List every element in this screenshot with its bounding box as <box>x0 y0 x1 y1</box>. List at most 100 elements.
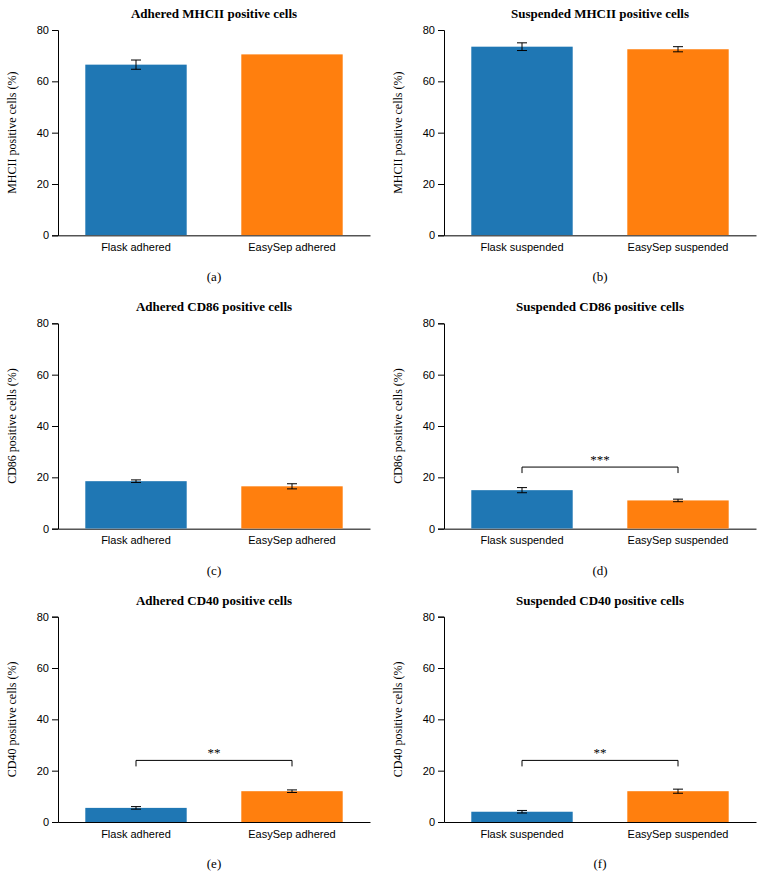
bar <box>85 65 186 236</box>
bar <box>241 54 342 235</box>
chart-title: Suspended CD86 positive cells <box>516 299 684 314</box>
panel: 020406080Flask adheredEasySep adheredAdh… <box>5 299 371 577</box>
chart-title: Adhered CD86 positive cells <box>136 299 292 314</box>
panel-label: (f) <box>594 856 607 871</box>
background <box>0 0 772 880</box>
y-axis-title: CD86 positive cells (%) <box>5 368 19 484</box>
error-bar <box>131 60 141 69</box>
x-tick-label: Flask suspended <box>480 534 563 546</box>
plot-area <box>85 760 342 822</box>
error-bar <box>131 807 141 810</box>
x-tick-label: Flask adhered <box>101 534 171 546</box>
panel: 020406080Flask adheredEasySep adhered**A… <box>5 593 371 871</box>
error-cap <box>673 501 683 502</box>
error-cap <box>287 488 297 489</box>
y-tick-label: 40 <box>423 420 435 432</box>
x-axis-line <box>445 235 757 236</box>
y-tick-mark <box>438 477 444 478</box>
panel-label: (d) <box>592 563 607 578</box>
y-axis-title: MHCII positive cells (%) <box>5 72 19 194</box>
y-axis-line <box>438 324 445 529</box>
bar <box>241 791 342 822</box>
error-bar <box>673 789 683 793</box>
bar <box>241 486 342 528</box>
x-tick-label: EasySep suspended <box>628 534 729 546</box>
y-tick-label: 20 <box>37 765 49 777</box>
error-bar <box>673 499 683 502</box>
plot-area <box>471 760 728 822</box>
error-cap <box>287 789 297 790</box>
y-tick-mark <box>438 822 444 823</box>
x-axis: Flask suspended EasySep suspended <box>445 529 757 546</box>
x-tick: Flask adhered <box>101 534 171 546</box>
x-tick: EasySep suspended <box>628 828 729 840</box>
y-tick: 0 <box>429 523 444 535</box>
y-tick-mark <box>438 235 444 236</box>
x-tick-label: EasySep adhered <box>248 828 335 840</box>
y-tick: 60 <box>37 369 58 381</box>
error-cap <box>131 482 141 483</box>
y-tick-mark <box>52 822 58 823</box>
y-tick: 40 <box>423 713 444 725</box>
significance-bracket <box>136 760 292 766</box>
y-tick: 0 <box>429 229 444 241</box>
y-tick-mark <box>52 529 58 530</box>
y-tick-mark <box>52 184 58 185</box>
y-tick: 20 <box>37 765 58 777</box>
y-tick-mark <box>52 719 58 720</box>
chart-svg: 020406080Flask adheredEasySep adheredAdh… <box>0 0 772 880</box>
error-line <box>678 47 679 52</box>
x-tick: EasySep suspended <box>628 534 729 546</box>
y-tick-label: 40 <box>37 420 49 432</box>
x-axis: Flask adheredEasySep adhered <box>59 236 371 253</box>
y-tick-mark <box>438 30 444 31</box>
y-tick: 80 <box>423 611 444 623</box>
error-cap <box>673 46 683 47</box>
y-tick: 20 <box>37 178 58 190</box>
y-tick: 0 <box>43 229 58 241</box>
y-axis-line <box>52 31 59 236</box>
error-line <box>136 60 137 69</box>
y-tick-label: 80 <box>423 317 435 329</box>
y-tick-mark <box>438 375 444 376</box>
y-tick-mark <box>52 235 58 236</box>
y-tick-mark <box>52 30 58 31</box>
error-cap <box>131 809 141 810</box>
significance-label: ** <box>208 745 221 760</box>
y-tick-label: 40 <box>37 713 49 725</box>
panel-label: (b) <box>592 269 607 284</box>
error-line <box>292 484 293 489</box>
x-tick: EasySep suspended <box>628 241 729 253</box>
y-tick-mark <box>438 771 444 772</box>
significance-bracket <box>522 467 678 473</box>
significance-label: ** <box>594 745 607 760</box>
bar <box>627 791 728 822</box>
y-tick: 60 <box>37 75 58 87</box>
error-line <box>678 789 679 793</box>
error-bar <box>131 480 141 483</box>
y-tick: 0 <box>43 523 58 535</box>
y-tick-mark <box>438 668 444 669</box>
x-tick: EasySep adhered <box>248 828 335 840</box>
y-tick-label: 60 <box>37 662 49 674</box>
y-tick-label: 80 <box>37 317 49 329</box>
error-cap <box>517 50 527 51</box>
x-tick-label: EasySep adhered <box>248 241 335 253</box>
y-tick-mark <box>52 477 58 478</box>
chart-title: Adhered CD40 positive cells <box>136 593 292 608</box>
x-tick: EasySep adhered <box>248 534 335 546</box>
bar <box>471 490 572 528</box>
bar <box>471 47 572 236</box>
y-tick: 40 <box>37 127 58 139</box>
panel: 020406080Flask adheredEasySep adheredAdh… <box>5 6 371 284</box>
error-cap <box>517 813 527 814</box>
plot-area <box>471 43 728 236</box>
x-axis: Flask adheredEasySep adhered <box>59 823 371 840</box>
y-tick-label: 60 <box>37 75 49 87</box>
y-tick: 80 <box>423 317 444 329</box>
y-axis: 020406080 <box>37 317 59 534</box>
y-tick-mark <box>52 133 58 134</box>
panel: 020406080Flask suspendedEasySep suspende… <box>391 593 757 871</box>
y-tick-mark <box>52 617 58 618</box>
panel-label: (c) <box>207 563 221 578</box>
